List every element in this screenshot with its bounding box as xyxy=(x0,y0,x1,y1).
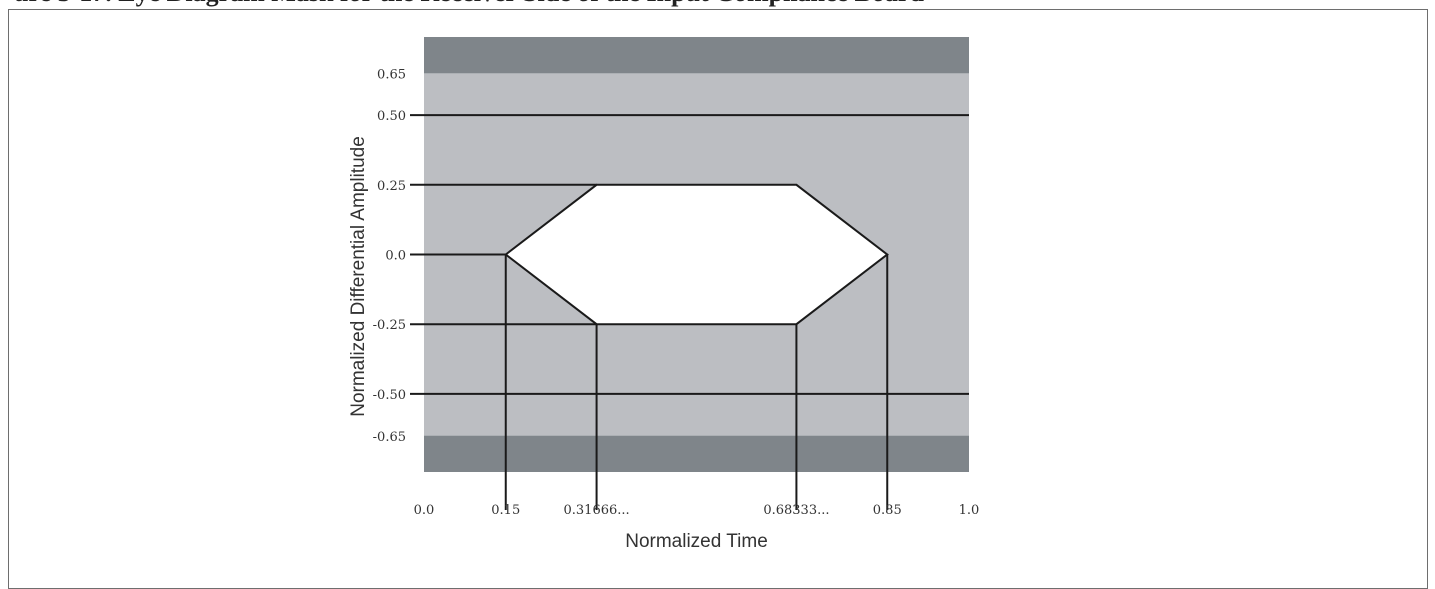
y-tick-label: 0.25 xyxy=(377,179,406,194)
x-tick-label: 1.0 xyxy=(959,503,980,518)
figure-caption: ure 3-17. Eye Diagram Mask for the Recei… xyxy=(14,0,924,8)
y-tick-label: 0.65 xyxy=(377,67,406,82)
y-axis-ticks: 0.65 0.50 0.25 0.0 -0.25 -0.50 -0.65 xyxy=(373,67,406,445)
x-axis-ticks: 0.0 0.15 0.31666... 0.68333... 0.85 1.0 xyxy=(414,503,980,518)
x-tick-label: 0.31666... xyxy=(564,503,630,518)
y-tick-label: -0.50 xyxy=(373,388,406,403)
y-tick-label: -0.65 xyxy=(373,430,406,445)
y-tick-label: 0.0 xyxy=(385,249,406,264)
reference-lines xyxy=(410,114,969,510)
x-axis-title: Normalized Time xyxy=(625,531,768,552)
y-tick-label: 0.50 xyxy=(377,109,406,124)
x-tick-label: 0.68333... xyxy=(763,503,829,518)
y-axis-title: Normalized Differential Amplitude xyxy=(348,136,369,417)
x-tick-label: 0.0 xyxy=(414,503,435,518)
x-tick-label: 0.15 xyxy=(491,503,520,518)
y-tick-label: -0.25 xyxy=(373,318,406,333)
x-tick-label: 0.85 xyxy=(873,503,902,518)
